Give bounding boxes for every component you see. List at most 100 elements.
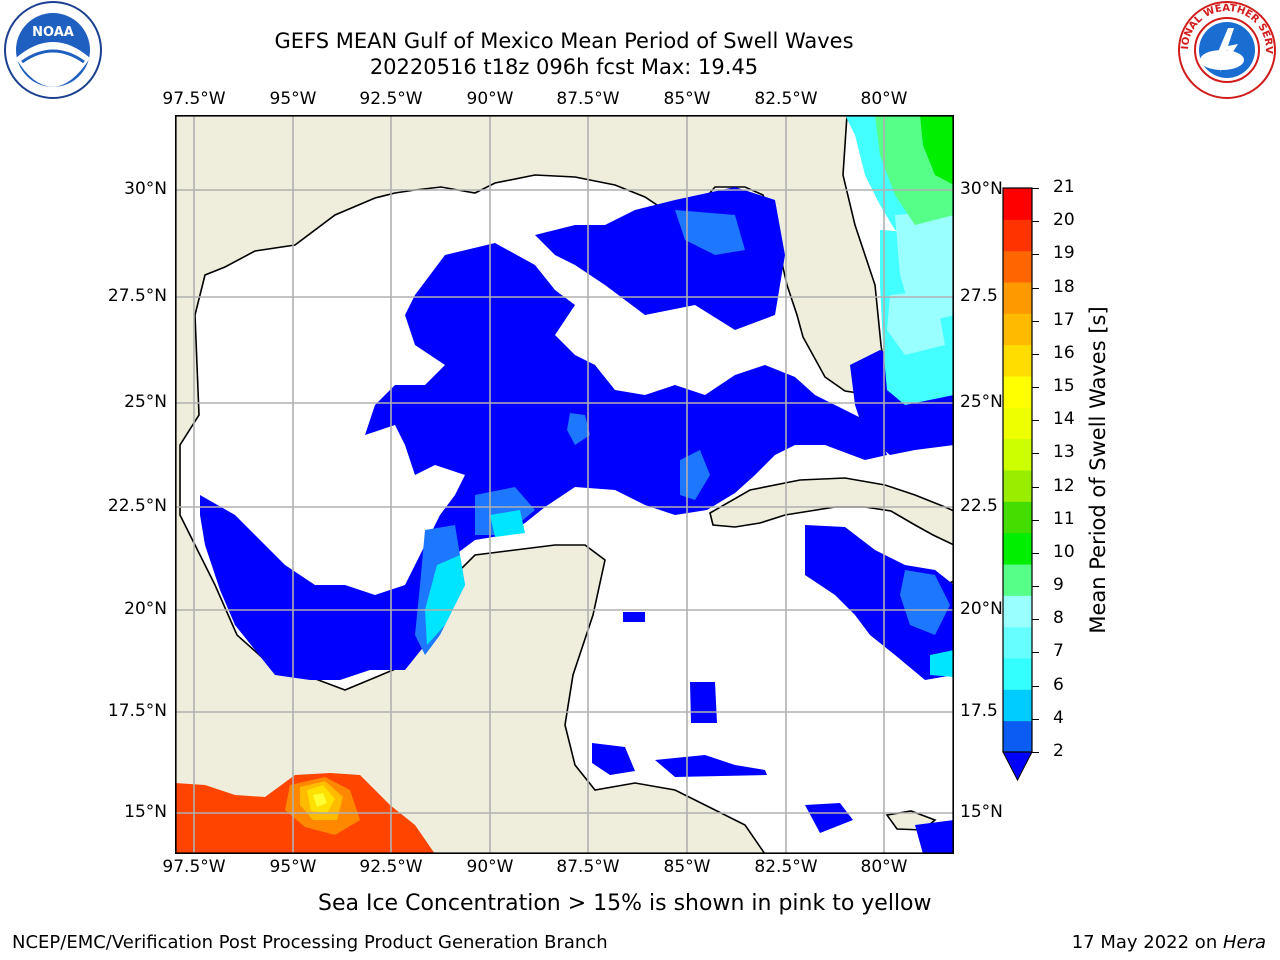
colorbar-tick-label: 14 — [1053, 409, 1075, 430]
colorbar-segment — [1003, 564, 1032, 596]
colorbar-segments — [1003, 188, 1032, 753]
sea-ice-note: Sea Ice Concentration > 15% is shown in … — [318, 891, 932, 916]
colorbar-tick-mark — [1032, 486, 1039, 488]
colorbar-tick-label: 11 — [1053, 508, 1075, 529]
colorbar-tick-label: 10 — [1053, 541, 1075, 562]
colorbar-segment — [1003, 407, 1032, 440]
colorbar-tick-mark — [1032, 287, 1039, 289]
colorbar-tick-label: 15 — [1053, 376, 1075, 397]
lat-label-right: 17.5 — [960, 701, 998, 721]
nws-logo: NATIONAL WEATHER SERVICE — [1172, 0, 1278, 102]
lon-label-top: 97.5°W — [162, 89, 226, 109]
footer-date: 17 May 2022 on Hera — [1072, 932, 1266, 953]
lon-label-bottom: 87.5°W — [556, 857, 620, 877]
lon-label-bottom: 90°W — [466, 857, 514, 877]
lat-label-left: 20°N — [124, 599, 167, 619]
colorbar-tick-label: 6 — [1053, 674, 1064, 695]
lon-label-top: 87.5°W — [556, 89, 620, 109]
colorbar-tick-label: 19 — [1053, 243, 1075, 264]
lat-label-left: 17.5°N — [107, 701, 167, 721]
colorbar-tick-label: 18 — [1053, 276, 1075, 297]
colorbar-segment — [1003, 595, 1032, 628]
colorbar-tick-mark — [1032, 552, 1039, 554]
colorbar-tick-mark — [1032, 188, 1039, 189]
lon-label-bottom: 80°W — [860, 857, 908, 877]
lon-label-bottom: 82.5°W — [754, 857, 818, 877]
footer-machine: Hera — [1222, 932, 1266, 953]
chart-title: GEFS MEAN Gulf of Mexico Mean Period of … — [274, 29, 854, 53]
colorbar-tick-label: 17 — [1053, 309, 1075, 330]
lat-label-right: 15°N — [960, 802, 1003, 822]
colorbar-tick-mark — [1032, 320, 1039, 322]
colorbar-tick-label: 9 — [1053, 575, 1064, 596]
colorbar-segment — [1003, 344, 1032, 377]
lat-label-left: 27.5°N — [107, 286, 167, 306]
colorbar-tick-label: 2 — [1053, 741, 1064, 761]
colorbar-label: Mean Period of Swell Waves [s] — [1086, 306, 1110, 634]
colorbar-segment — [1003, 313, 1032, 346]
colorbar-segment — [1003, 689, 1032, 722]
lon-label-bottom: 97.5°W — [162, 857, 226, 877]
lat-label-right: 30°N — [960, 179, 1003, 199]
colorbar-extend-triangle — [1002, 751, 1033, 782]
land-cuba — [709, 477, 955, 547]
colorbar-tick-mark — [1032, 685, 1039, 687]
colorbar-tick-mark — [1032, 387, 1039, 389]
colorbar-tick-label: 7 — [1053, 641, 1064, 662]
colorbar-tick-mark — [1032, 619, 1039, 621]
colorbar-segment — [1003, 438, 1032, 471]
colorbar-tick-label: 20 — [1053, 210, 1075, 231]
colorbar-tick-mark — [1032, 254, 1039, 256]
colorbar-tick-mark — [1032, 221, 1039, 223]
colorbar-tick-mark — [1032, 453, 1039, 455]
colorbar-segment — [1003, 720, 1032, 753]
colorbar-tick-label: 16 — [1053, 342, 1075, 363]
colorbar-tick-label: 4 — [1053, 707, 1064, 728]
colorbar — [990, 180, 1060, 790]
lat-label-right: 20°N — [960, 599, 1003, 619]
lon-label-bottom: 85°W — [663, 857, 711, 877]
colorbar-tick-mark — [1032, 752, 1039, 753]
colorbar-tick-mark — [1032, 420, 1039, 422]
colorbar-tick-mark — [1032, 353, 1039, 355]
lat-label-left: 15°N — [124, 802, 167, 822]
colorbar-segment — [1003, 219, 1032, 252]
lon-label-bottom: 92.5°W — [359, 857, 423, 877]
noaa-logo: NOAA — [2, 0, 104, 102]
colorbar-tick-mark — [1032, 718, 1039, 720]
colorbar-tick-label: 21 — [1053, 177, 1075, 197]
colorbar-segment — [1003, 501, 1032, 534]
colorbar-tick-mark — [1032, 519, 1039, 521]
colorbar-segment — [1003, 250, 1032, 283]
colorbar-segment — [1003, 626, 1032, 659]
map-svg — [174, 114, 955, 855]
colorbar-segment — [1003, 532, 1032, 565]
footer-left: NCEP/EMC/Verification Post Processing Pr… — [12, 932, 608, 953]
map-panel — [174, 114, 955, 855]
colorbar-segment — [1003, 282, 1032, 314]
lat-label-right: 22.5 — [960, 496, 998, 516]
colorbar-segment — [1003, 376, 1032, 408]
colorbar-tick-label: 8 — [1053, 608, 1064, 629]
colorbar-tick-mark — [1032, 652, 1039, 654]
lon-label-top: 80°W — [860, 89, 908, 109]
chart-subtitle: 20220516 t18z 096h fcst Max: 19.45 — [369, 55, 759, 79]
colorbar-segment — [1003, 470, 1032, 502]
graticule — [175, 115, 954, 854]
lat-label-left: 30°N — [124, 179, 167, 199]
colorbar-tick-label: 13 — [1053, 442, 1075, 463]
lon-label-top: 82.5°W — [754, 89, 818, 109]
colorbar-tick-label: 12 — [1053, 475, 1075, 496]
colorbar-segment — [1003, 188, 1032, 220]
colorbar-tick-mark — [1032, 586, 1039, 588]
lat-label-left: 22.5°N — [107, 496, 167, 516]
noaa-logo-text: NOAA — [32, 25, 74, 40]
lon-label-top: 95°W — [269, 89, 317, 109]
lon-label-top: 85°W — [663, 89, 711, 109]
lat-label-right: 27.5 — [960, 286, 998, 306]
colorbar-segment — [1003, 658, 1032, 690]
lat-label-right: 25°N — [960, 392, 1003, 412]
lat-label-left: 25°N — [124, 392, 167, 412]
map-frame — [175, 115, 955, 855]
land-north-america — [174, 114, 888, 855]
